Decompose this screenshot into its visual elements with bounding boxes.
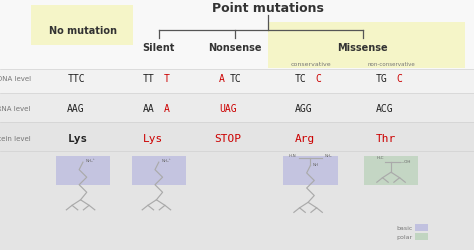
Text: Lys: Lys [67,134,88,144]
Bar [56,156,110,185]
Text: Thr: Thr [375,134,396,144]
Text: Arg: Arg [295,134,315,144]
Text: H₃C: H₃C [376,156,384,160]
Text: Point mutations: Point mutations [212,2,324,15]
Text: DNA level: DNA level [0,76,31,82]
Text: protein level: protein level [0,136,31,142]
Text: polar: polar [396,234,412,240]
Text: STOP: STOP [214,134,241,144]
Bar [0,0,474,70]
Text: H₂N: H₂N [289,154,296,158]
Bar [364,156,418,185]
Text: A: A [219,74,225,84]
Bar [268,22,465,69]
Bar [415,224,428,231]
Text: AGG: AGG [295,104,312,114]
Text: AA: AA [143,104,155,114]
Text: TT: TT [143,74,155,84]
Text: C: C [396,74,402,84]
Text: mRNA level: mRNA level [0,106,31,112]
Text: NH₃⁺: NH₃⁺ [85,159,95,163]
Text: NH: NH [313,162,319,166]
Text: Missense: Missense [337,42,388,52]
Bar [415,234,428,240]
Text: —OH: —OH [401,159,411,163]
Text: basic: basic [396,225,412,230]
Text: NH₃⁺: NH₃⁺ [161,159,171,163]
Bar [283,156,337,185]
Text: TC: TC [295,74,307,84]
Bar [0,70,474,94]
Text: Silent: Silent [143,42,175,52]
Text: UAG: UAG [219,104,237,114]
Text: AAG: AAG [67,104,85,114]
Text: non-conservative: non-conservative [367,61,415,66]
Text: T: T [164,74,170,84]
Bar [132,156,186,185]
Text: conservative: conservative [290,61,331,66]
Text: No mutation: No mutation [49,26,117,36]
Text: TG: TG [375,74,387,84]
Text: NH₂: NH₂ [325,154,332,158]
Text: A: A [164,104,170,114]
Text: ACG: ACG [375,104,393,114]
Text: C: C [316,74,321,84]
Bar [0,122,474,250]
Bar [31,6,133,46]
Text: Nonsense: Nonsense [208,42,261,52]
Text: Lys: Lys [143,134,164,144]
Bar [0,94,474,122]
Text: TTC: TTC [67,74,85,84]
Text: TC: TC [229,74,241,84]
